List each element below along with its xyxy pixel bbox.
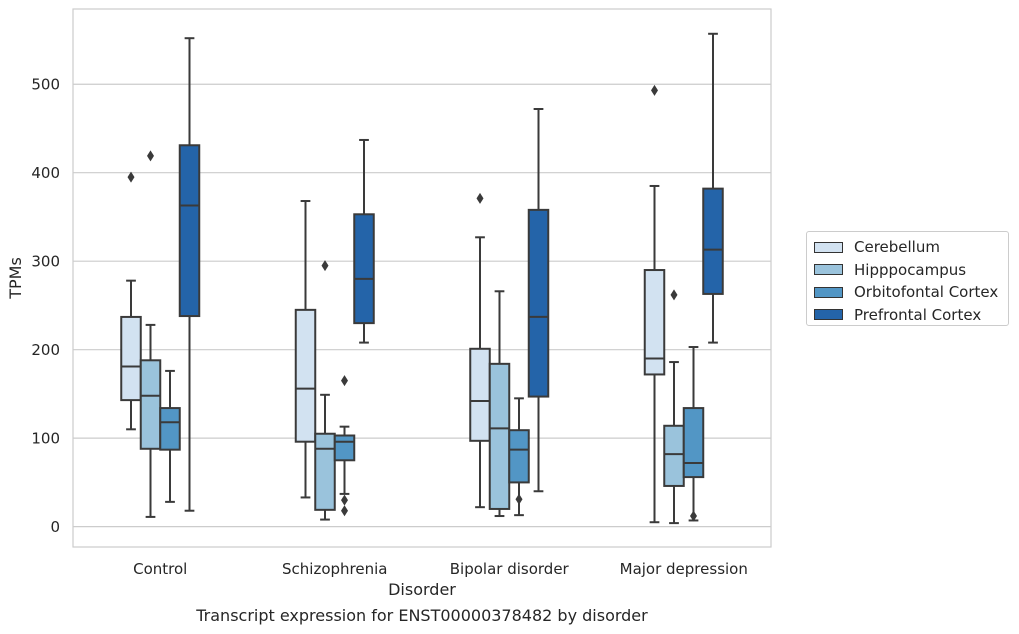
legend-label-orbitofrontal: Orbitofontal Cortex (854, 283, 999, 302)
y-tick-label-400: 400 (31, 164, 60, 182)
box-orbitofontal-cortex-schizophrenia (333, 375, 356, 517)
outlier-marker (341, 505, 348, 517)
x-tick-label-bipolar-disorder: Bipolar disorder (450, 560, 570, 578)
iqr-box (314, 432, 336, 511)
iqr-box (682, 407, 705, 479)
box-prefrontal-cortex-major-depression (702, 32, 724, 344)
iqr-box (469, 347, 491, 442)
y-tick-label-500: 500 (31, 76, 60, 94)
iqr-box (120, 315, 142, 402)
x-axis-label: Disorder (388, 580, 456, 599)
x-tick-labels: Control Schizophrenia Bipolar disorder Majo… (133, 560, 748, 578)
box-prefrontal-cortex-bipolar-disorder (527, 107, 550, 493)
iqr-box (139, 359, 162, 450)
outlier-marker (127, 171, 135, 183)
box-cerebellum-schizophrenia (294, 200, 317, 499)
iqr-box (508, 429, 530, 484)
legend-swatch-hippocampus (814, 264, 843, 276)
outlier-marker (690, 510, 697, 522)
iqr-box (643, 269, 666, 376)
outlier-marker (147, 150, 154, 162)
legend-label-cerebellum: Cerebellum (854, 238, 940, 257)
legend-item-orbitofrontal: Orbitofontal Cortex (814, 281, 1008, 304)
box-hipppocampus-schizophrenia (314, 260, 336, 521)
legend-item-hippocampus: Hipppocampus (814, 259, 1008, 282)
legend-label-prefrontal: Prefrontal Cortex (854, 305, 982, 324)
outlier-marker (321, 260, 329, 272)
iqr-box (488, 362, 511, 510)
box-cerebellum-major-depression (643, 84, 666, 524)
x-tick-label-schizophrenia: Schizophrenia (282, 560, 387, 578)
outlier-marker (515, 493, 523, 505)
plot-frame (72, 8, 772, 548)
iqr-box (294, 308, 317, 443)
y-tick-label-100: 100 (31, 430, 60, 448)
outlier-marker (670, 289, 678, 301)
y-tick-label-0: 0 (50, 518, 60, 536)
figure-caption: Transcript expression for ENST0000037848… (196, 606, 648, 625)
iqr-box (663, 424, 685, 487)
box-cerebellum-control (120, 171, 142, 431)
legend-item-prefrontal: Prefrontal Cortex (814, 304, 1008, 327)
iqr-box (527, 208, 550, 398)
box-cerebellum-bipolar-disorder (469, 192, 491, 509)
boxes (120, 32, 724, 525)
box-orbitofontal-cortex-control (159, 369, 181, 503)
box-hipppocampus-bipolar-disorder (488, 290, 511, 518)
legend-item-cerebellum: Cerebellum (814, 236, 1008, 259)
x-tick-label-control: Control (133, 560, 187, 578)
box-hipppocampus-major-depression (663, 289, 685, 525)
legend: Cerebellum Hipppocampus Orbitofontal Cor… (806, 231, 1009, 326)
y-axis-label: TPMs (6, 257, 25, 300)
legend-swatch-orbitofrontal (814, 286, 843, 298)
iqr-box (353, 213, 375, 325)
box-prefrontal-cortex-schizophrenia (353, 138, 375, 344)
legend-swatch-prefrontal (814, 309, 843, 321)
iqr-box (702, 187, 724, 295)
y-tick-labels: 0 100 200 300 400 500 (31, 76, 60, 536)
outlier-marker (341, 494, 348, 506)
x-tick-label-major-depression: Major depression (620, 560, 748, 578)
iqr-box (159, 407, 181, 451)
y-tick-label-300: 300 (31, 253, 60, 271)
box-orbitofontal-cortex-bipolar-disorder (508, 397, 530, 517)
box-hipppocampus-control (139, 150, 162, 518)
outlier-marker (651, 84, 658, 96)
iqr-box (178, 144, 201, 318)
outlier-marker (341, 375, 348, 387)
legend-label-hippocampus: Hipppocampus (854, 260, 967, 279)
legend-swatch-cerebellum (814, 241, 843, 253)
outlier-marker (476, 192, 484, 204)
box-orbitofontal-cortex-major-depression (682, 346, 705, 522)
box-prefrontal-cortex-control (178, 37, 201, 512)
iqr-box (333, 434, 356, 462)
y-tick-label-200: 200 (31, 341, 60, 359)
